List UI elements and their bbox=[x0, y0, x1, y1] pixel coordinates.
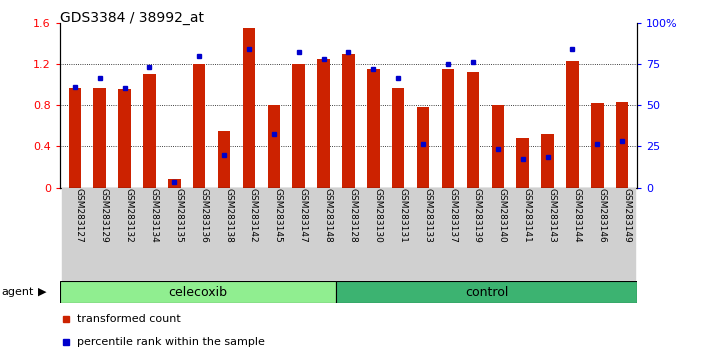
Bar bbox=[367, 69, 379, 188]
Text: percentile rank within the sample: percentile rank within the sample bbox=[77, 337, 265, 348]
Bar bbox=[143, 74, 156, 188]
Text: GSM283146: GSM283146 bbox=[597, 188, 606, 242]
Bar bbox=[417, 107, 429, 188]
Bar bbox=[94, 88, 106, 188]
Bar bbox=[60, 281, 336, 303]
Text: GSM283139: GSM283139 bbox=[473, 188, 482, 242]
Bar bbox=[467, 72, 479, 188]
Text: GSM283140: GSM283140 bbox=[498, 188, 507, 242]
Bar bbox=[292, 64, 305, 188]
Bar bbox=[218, 131, 230, 188]
Text: GSM283137: GSM283137 bbox=[448, 188, 457, 242]
Text: GSM283141: GSM283141 bbox=[522, 188, 532, 242]
Text: GSM283129: GSM283129 bbox=[100, 188, 108, 242]
Text: GSM283128: GSM283128 bbox=[348, 188, 358, 242]
Bar bbox=[68, 88, 81, 188]
Text: GDS3384 / 38992_at: GDS3384 / 38992_at bbox=[60, 11, 204, 25]
Text: GSM283130: GSM283130 bbox=[373, 188, 382, 242]
Text: GSM283144: GSM283144 bbox=[572, 188, 582, 242]
Bar bbox=[442, 69, 454, 188]
Bar bbox=[591, 103, 603, 188]
Bar bbox=[268, 105, 280, 188]
Bar bbox=[243, 28, 255, 188]
Text: GSM283134: GSM283134 bbox=[149, 188, 158, 242]
Bar bbox=[566, 61, 579, 188]
Text: GSM283148: GSM283148 bbox=[324, 188, 332, 242]
Bar bbox=[616, 102, 629, 188]
Text: GSM283149: GSM283149 bbox=[622, 188, 631, 242]
Bar bbox=[491, 105, 504, 188]
Bar bbox=[517, 138, 529, 188]
Bar bbox=[318, 59, 329, 188]
Text: GSM283147: GSM283147 bbox=[298, 188, 308, 242]
Bar bbox=[541, 134, 554, 188]
Text: GSM283135: GSM283135 bbox=[175, 188, 183, 242]
Text: GSM283145: GSM283145 bbox=[274, 188, 283, 242]
Text: GSM283127: GSM283127 bbox=[75, 188, 84, 242]
Text: GSM283143: GSM283143 bbox=[548, 188, 557, 242]
Text: GSM283133: GSM283133 bbox=[423, 188, 432, 242]
Text: GSM283131: GSM283131 bbox=[398, 188, 407, 242]
Text: agent: agent bbox=[1, 287, 34, 297]
Bar bbox=[193, 64, 206, 188]
Bar bbox=[336, 281, 637, 303]
Text: transformed count: transformed count bbox=[77, 314, 181, 325]
Text: GSM283138: GSM283138 bbox=[224, 188, 233, 242]
Bar bbox=[342, 54, 355, 188]
Text: GSM283142: GSM283142 bbox=[249, 188, 258, 242]
Text: control: control bbox=[465, 286, 508, 298]
Text: GSM283132: GSM283132 bbox=[125, 188, 134, 242]
Bar bbox=[392, 88, 405, 188]
Text: celecoxib: celecoxib bbox=[168, 286, 227, 298]
Bar bbox=[118, 89, 131, 188]
Text: ▶: ▶ bbox=[38, 287, 46, 297]
Text: GSM283136: GSM283136 bbox=[199, 188, 208, 242]
Bar bbox=[168, 179, 180, 188]
